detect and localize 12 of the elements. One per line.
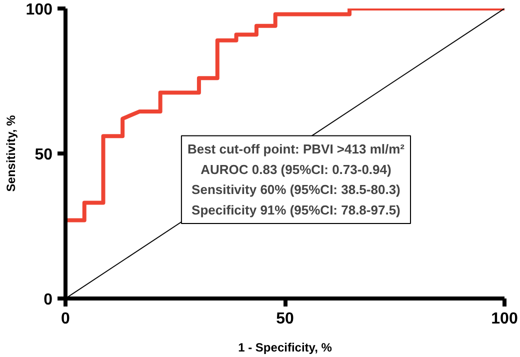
x-tick-label: 100 [491,310,518,328]
x-tick-label: 50 [276,310,294,328]
x-tick-label: 0 [61,310,70,328]
y-tick-label: 100 [26,2,53,18]
y-tick-label: 0 [44,292,53,308]
x-axis-title: 1 - Specificity, % [238,340,332,354]
annotation: AUROC 0.83 (95%CI: 0.73-0.94) [200,162,392,177]
y-tick-label: 50 [34,146,53,164]
y-axis-title: Sensitivity, % [4,114,18,192]
annotation: Specificity 91% (95%CI: 78.8-97.5) [192,202,400,218]
annotation: Best cut-off point: PBVI >413 ml/m² [187,142,406,157]
annotation: Sensitivity 60% (95%CI: 38.5-80.3) [192,182,400,198]
